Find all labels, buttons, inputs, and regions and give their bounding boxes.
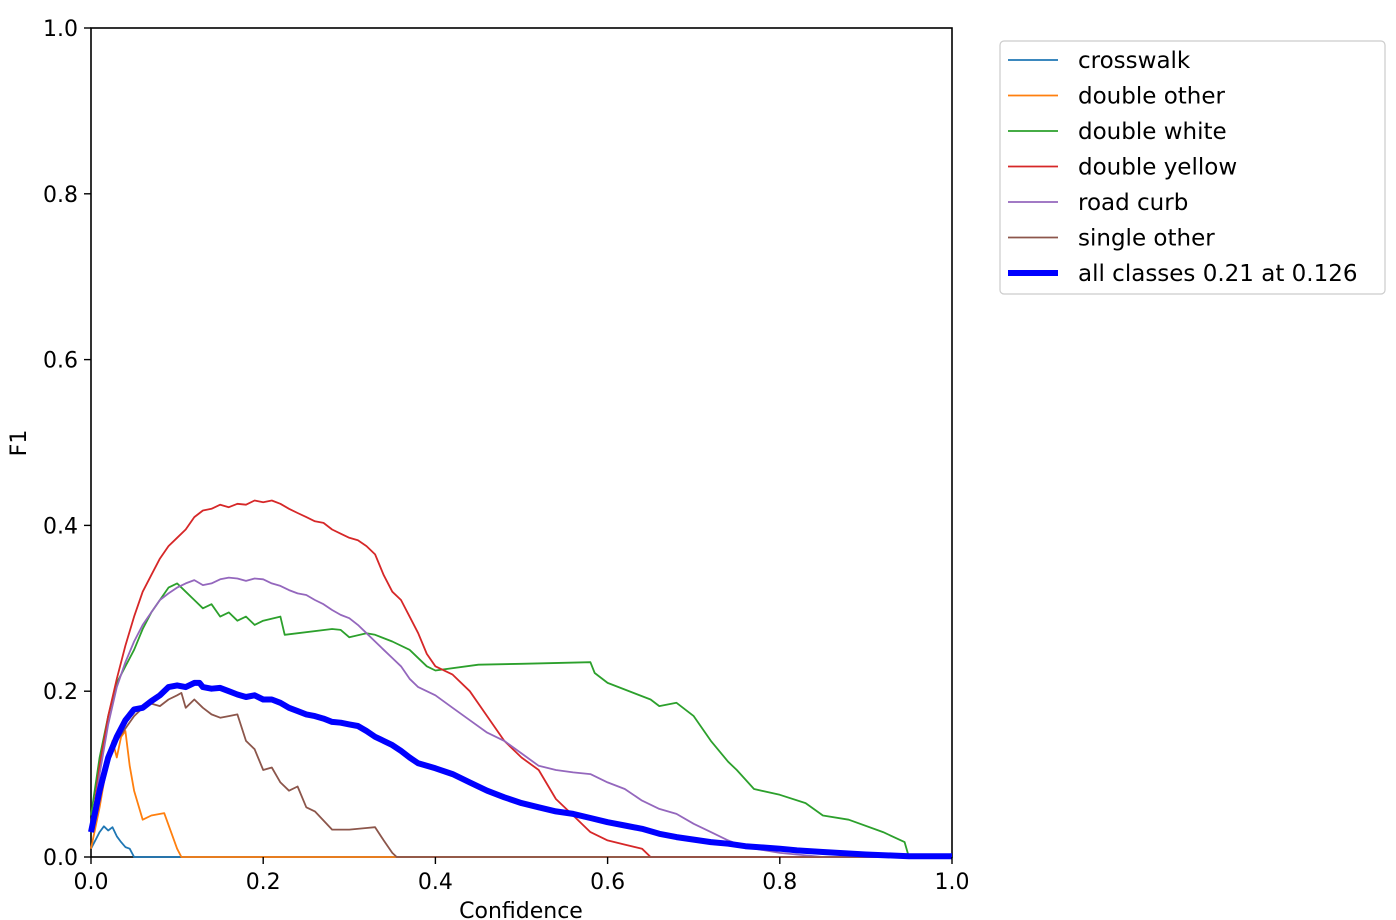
y-tick-label: 1.0 — [43, 17, 78, 42]
legend: crosswalk double other double white double … — [999, 40, 1386, 295]
x-tick-label: 0.4 — [418, 870, 453, 895]
legend-box — [999, 40, 1386, 295]
x-tick-label: 0.6 — [590, 870, 625, 895]
series-line-crosswalk-0 — [90, 825, 952, 858]
legend-items: crosswalk double other double white double … — [1008, 48, 1358, 287]
x-tick-label: 0.8 — [762, 870, 797, 895]
x-axis-label: Confidence — [459, 899, 583, 920]
series-line-double-3 — [90, 499, 952, 858]
legend-label: road curb — [1078, 190, 1188, 216]
series-layer — [88, 499, 952, 860]
legend-label: all classes 0.21 at 0.126 — [1078, 261, 1358, 287]
legend-label: double white — [1078, 119, 1227, 145]
y-tick-label: 0.0 — [43, 846, 78, 871]
x-axis: 0.0 0.2 0.4 0.6 0.8 1.0 — [74, 857, 970, 895]
plot-frame — [90, 27, 953, 858]
y-tick-label: 0.6 — [43, 349, 78, 374]
y-axis-label: F1 — [7, 430, 32, 457]
y-axis: 0.0 0.2 0.4 0.6 0.8 1.0 — [43, 17, 91, 871]
legend-label: single other — [1078, 226, 1215, 252]
legend-label: double other — [1078, 84, 1226, 110]
y-tick-label: 0.4 — [43, 514, 78, 539]
y-tick-label: 0.2 — [43, 680, 78, 705]
x-tick-label: 1.0 — [935, 870, 970, 895]
series-line-all-all — [88, 679, 952, 860]
y-tick-label: 0.8 — [43, 183, 78, 208]
legend-label: double yellow — [1078, 155, 1237, 181]
series-line-road-4 — [90, 576, 952, 858]
legend-label: crosswalk — [1078, 48, 1191, 74]
x-tick-label: 0.2 — [246, 870, 281, 895]
x-tick-label: 0.0 — [74, 870, 109, 895]
